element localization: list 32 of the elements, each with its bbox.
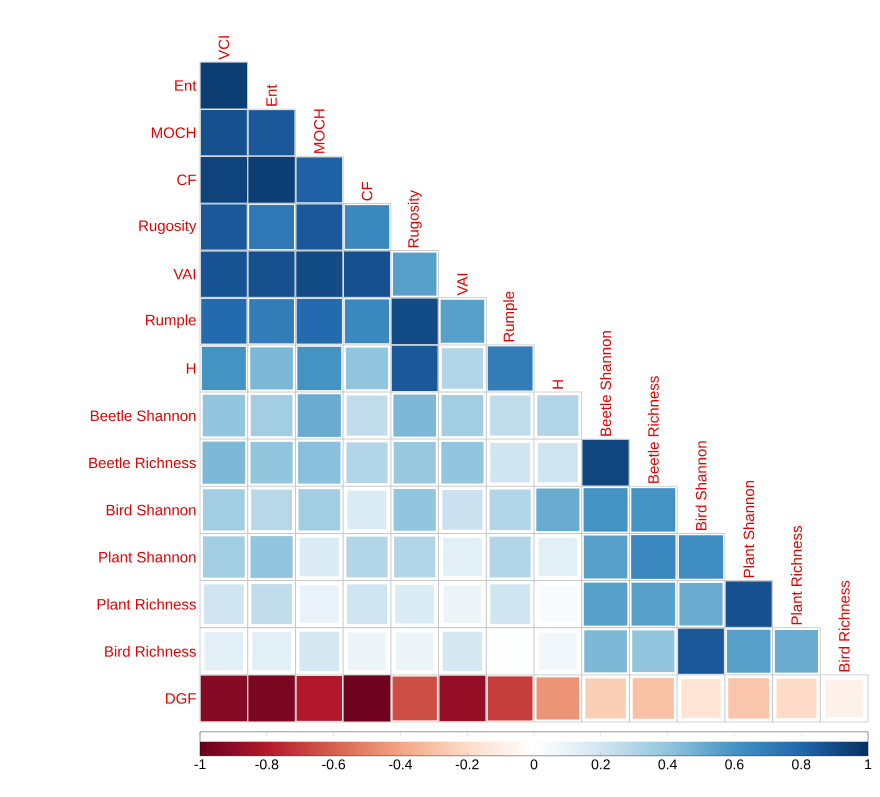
color-bar-label: 0.4 xyxy=(658,759,677,770)
color-bar-label: -0.4 xyxy=(388,759,412,770)
color-bar-label: 0.2 xyxy=(592,759,610,770)
color-bar-label: 0.6 xyxy=(725,759,744,770)
y-tick-label: Beetle Richness xyxy=(89,457,196,468)
x-tick-label: Bird Shannon xyxy=(695,441,707,530)
x-tick-label: Plant Richness xyxy=(790,526,802,624)
y-tick-label: H xyxy=(186,363,196,374)
y-tick-label: Plant Richness xyxy=(98,598,196,610)
color-bar-label: -1 xyxy=(194,759,206,770)
y-tick-label: CF xyxy=(177,174,196,186)
y-tick-label: Bird Richness xyxy=(105,646,196,657)
y-tick-label: VAI xyxy=(173,268,196,280)
x-tick-label: H xyxy=(552,380,564,389)
y-tick-label: Ent xyxy=(175,80,196,91)
y-tick-label: Beetle Shannon xyxy=(90,410,196,422)
y-tick-label: Rugosity xyxy=(139,220,196,234)
y-tick-label: MOCH xyxy=(152,127,196,138)
color-bar-label: -0.8 xyxy=(255,759,278,770)
x-tick-label: Beetle Richness xyxy=(648,376,659,483)
color-bar-label: 1 xyxy=(865,759,872,770)
color-bar-label: -0.6 xyxy=(322,759,346,770)
x-tick-label: Plant Shannon xyxy=(743,480,754,578)
y-tick-label: Plant Shannon xyxy=(99,551,196,562)
y-tick-label: Rumple xyxy=(146,314,196,328)
color-bar-label: 0.8 xyxy=(792,759,810,770)
x-tick-label: Beetle Shannon xyxy=(600,331,612,436)
x-tick-label: VCI xyxy=(218,36,230,60)
y-tick-label: DGF xyxy=(166,693,196,704)
color-bar-label: 0 xyxy=(530,759,538,770)
color-bar-label: -0.2 xyxy=(456,759,479,770)
y-tick-label: Bird Shannon xyxy=(106,504,196,516)
